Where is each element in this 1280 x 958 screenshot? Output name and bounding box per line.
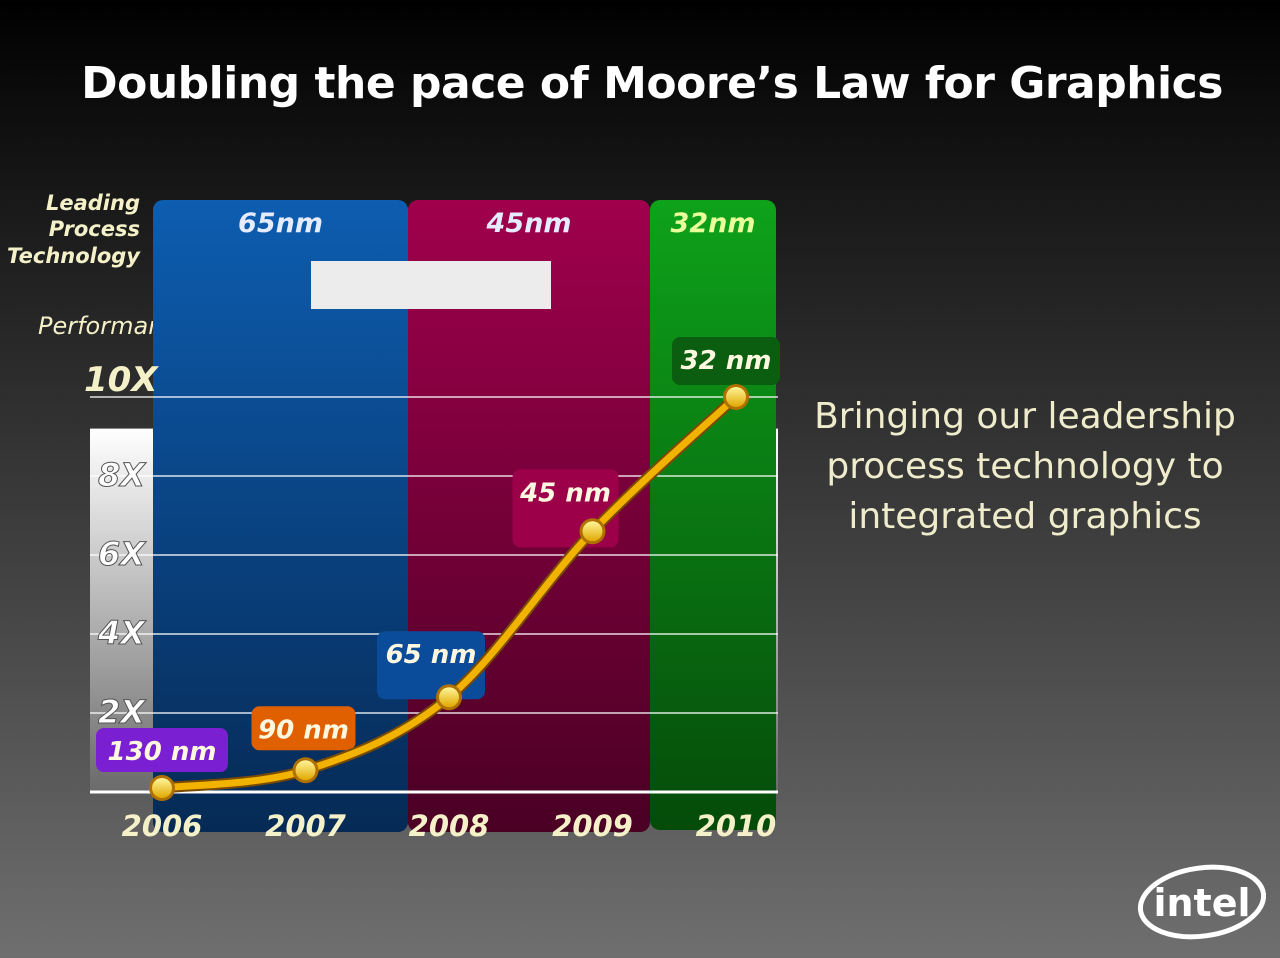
x-tick-label: 2006 bbox=[122, 809, 203, 843]
intel-logo-text: intel bbox=[1153, 881, 1250, 925]
data-point bbox=[439, 687, 459, 708]
data-point bbox=[152, 778, 172, 799]
x-tick-label: 2009 bbox=[552, 809, 633, 843]
process-band-label: 32nm bbox=[671, 208, 756, 239]
tagline-line-1: Bringing our leadership bbox=[814, 396, 1236, 437]
y-tick-label: 10X bbox=[84, 360, 159, 400]
point-label-badge bbox=[672, 337, 780, 385]
intel-logo: intel bbox=[1137, 864, 1267, 940]
y-tick-label: 4X bbox=[97, 614, 146, 652]
tagline-line-3: integrated graphics bbox=[848, 496, 1202, 537]
point-label: 130 nm bbox=[108, 737, 217, 767]
x-tick-label: 2010 bbox=[696, 809, 777, 843]
point-label: 90 nm bbox=[258, 715, 349, 745]
data-point bbox=[295, 760, 316, 781]
x-tick-label: 2008 bbox=[409, 809, 490, 843]
slide-title: Doubling the pace of Moore’s Law for Gra… bbox=[81, 58, 1223, 109]
point-label: 45 nm bbox=[519, 478, 611, 508]
data-point bbox=[582, 521, 603, 542]
process-band-label: 65nm bbox=[238, 208, 323, 239]
point-label-badge bbox=[251, 706, 356, 751]
point-label-badge bbox=[96, 728, 228, 773]
tagline-line-2: process technology to bbox=[826, 446, 1224, 487]
process-label-line-1: Leading bbox=[45, 191, 140, 215]
x-tick-label: 2007 bbox=[265, 809, 347, 843]
process-label-line-3: Technology bbox=[7, 244, 140, 268]
blank-box bbox=[311, 261, 551, 309]
point-label: 65 nm bbox=[386, 640, 477, 670]
y-tick-label: 2X bbox=[98, 693, 146, 731]
performance-chart: 130 nm 90 nm 65 nm 45 nm 32 nm 65nm 45nm 32nm 2… bbox=[84, 200, 780, 843]
point-label: 32 nm bbox=[681, 346, 772, 376]
tagline: Bringing our leadership process technolo… bbox=[790, 392, 1260, 542]
y-tick-label: 6X bbox=[98, 535, 146, 573]
process-band bbox=[650, 200, 776, 830]
data-point bbox=[726, 387, 746, 407]
process-band-label: 45nm bbox=[486, 208, 572, 239]
y-tick-label: 8X bbox=[98, 456, 146, 494]
process-label-line-2: Process bbox=[48, 217, 140, 241]
process-band bbox=[153, 200, 408, 832]
